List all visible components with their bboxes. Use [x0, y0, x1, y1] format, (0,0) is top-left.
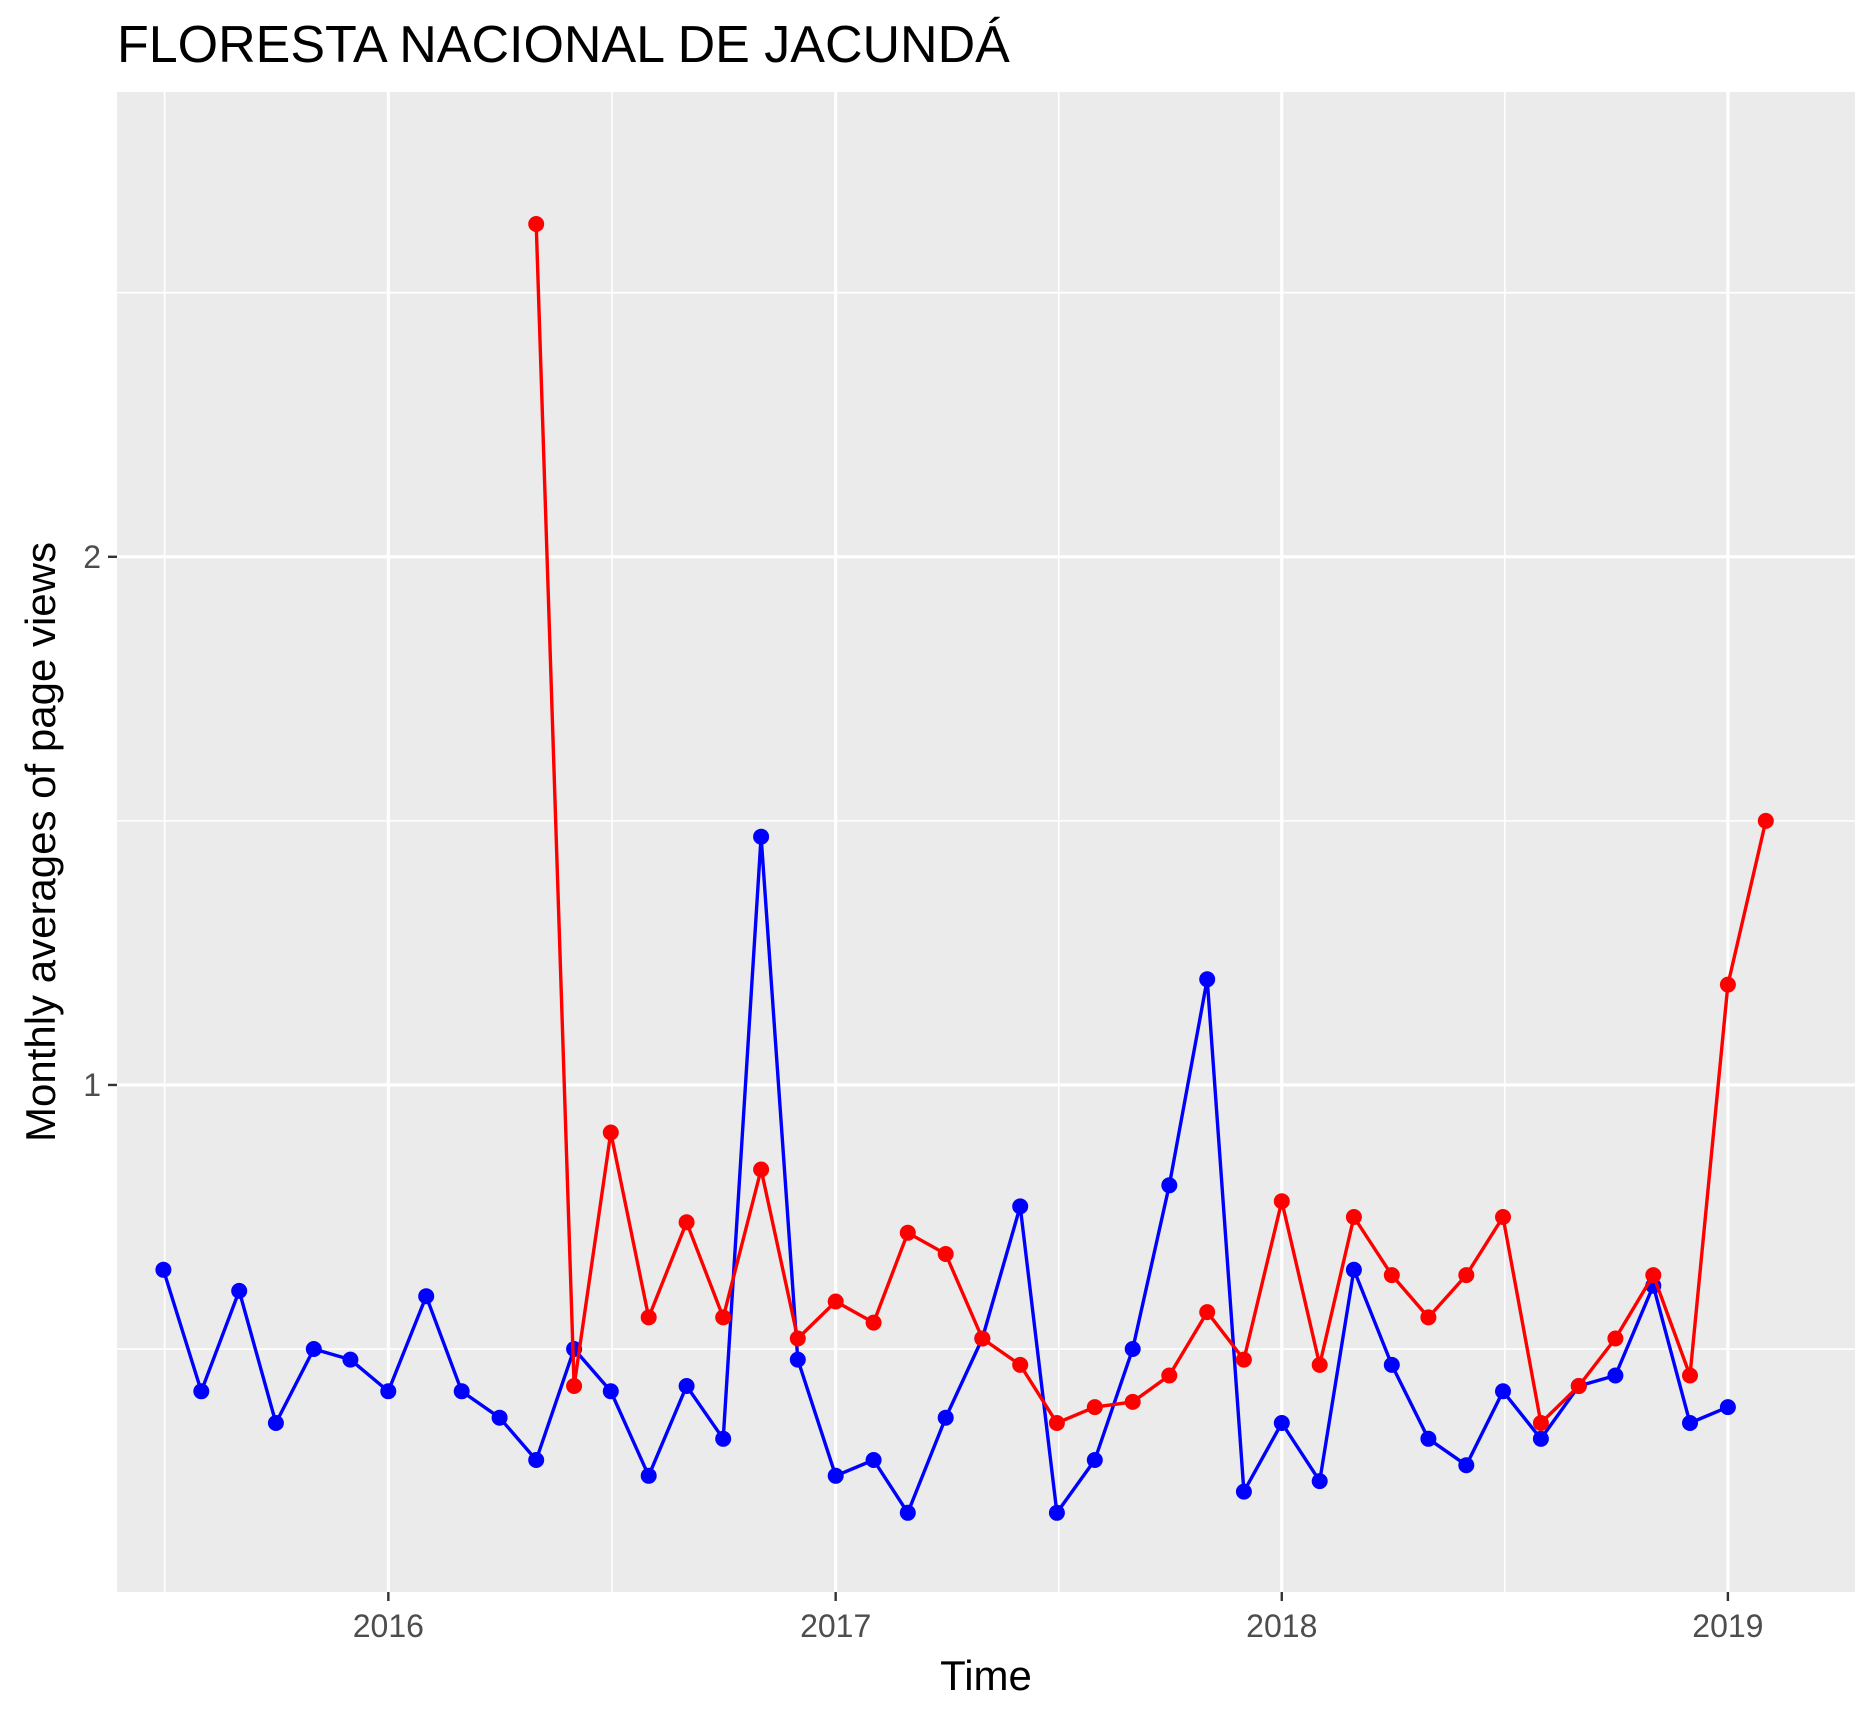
data-point: [1345, 1261, 1362, 1278]
data-point: [1420, 1430, 1437, 1447]
data-point: [753, 828, 770, 845]
x-tick-label: 2017: [800, 1608, 871, 1644]
data-point: [380, 1383, 397, 1400]
data-point: [1199, 1304, 1216, 1321]
data-point: [193, 1383, 210, 1400]
data-point: [1682, 1367, 1698, 1384]
data-point: [1532, 1415, 1549, 1431]
data-point: [1311, 1356, 1328, 1373]
y-tick-label: 1: [83, 1067, 101, 1103]
data-point: [528, 1452, 545, 1468]
data-point: [753, 1161, 770, 1178]
data-point: [1273, 1193, 1290, 1210]
data-point: [1607, 1367, 1624, 1384]
data-point: [1012, 1198, 1029, 1215]
series-group: [155, 216, 1774, 1521]
data-point: [865, 1314, 882, 1331]
data-point: [1383, 1356, 1400, 1373]
data-point: [1495, 1209, 1511, 1225]
series-2: [528, 216, 1774, 1431]
data-point: [305, 1341, 322, 1357]
data-point: [827, 1293, 844, 1310]
data-point: [1161, 1177, 1178, 1194]
data-point: [865, 1452, 882, 1468]
data-point: [1161, 1367, 1178, 1384]
data-point: [899, 1504, 916, 1521]
data-point: [1458, 1267, 1475, 1284]
data-point: [789, 1351, 806, 1368]
data-point: [1048, 1415, 1065, 1431]
data-point: [342, 1351, 359, 1368]
data-point: [1607, 1330, 1624, 1347]
y-tick-label: 2: [83, 539, 101, 575]
data-point: [491, 1409, 508, 1426]
data-point: [566, 1378, 583, 1394]
data-point: [1235, 1351, 1252, 1368]
data-point: [602, 1383, 619, 1400]
x-tick-label: 2019: [1692, 1608, 1763, 1644]
data-point: [1012, 1356, 1029, 1373]
data-point: [715, 1309, 732, 1326]
data-point: [678, 1214, 695, 1231]
data-point: [678, 1378, 695, 1394]
data-point: [789, 1330, 806, 1347]
data-point: [1086, 1452, 1103, 1468]
data-point: [231, 1282, 248, 1299]
data-point: [1645, 1267, 1662, 1284]
data-point: [1124, 1341, 1141, 1357]
data-point: [1199, 971, 1216, 988]
data-point: [1383, 1267, 1400, 1284]
data-point: [1719, 976, 1736, 993]
data-point: [1719, 1399, 1736, 1416]
data-point: [1420, 1309, 1437, 1326]
series-line: [534, 223, 1768, 1425]
x-tick-label: 2018: [1246, 1608, 1317, 1644]
data-point: [1086, 1399, 1103, 1416]
data-point: [1458, 1457, 1475, 1474]
data-point: [155, 1261, 172, 1278]
data-point: [974, 1330, 991, 1347]
data-point: [640, 1467, 657, 1484]
data-point: [640, 1309, 657, 1326]
axis-ticks: 2016 2017 2018 2019 1 2: [83, 539, 1763, 1644]
data-point: [937, 1246, 954, 1262]
data-point: [1048, 1504, 1065, 1521]
data-point: [1682, 1415, 1698, 1431]
x-tick-label: 2016: [353, 1608, 424, 1644]
data-point: [418, 1288, 435, 1305]
x-axis-label: Time: [940, 1652, 1032, 1699]
data-point: [1532, 1430, 1549, 1447]
data-point: [1757, 812, 1774, 829]
data-point: [453, 1383, 470, 1400]
data-point: [1570, 1378, 1587, 1394]
data-point: [1124, 1393, 1141, 1410]
data-point: [899, 1224, 916, 1241]
data-point: [1311, 1473, 1328, 1490]
data-point: [937, 1409, 954, 1426]
data-point: [1273, 1415, 1290, 1431]
data-point: [1235, 1483, 1252, 1500]
data-point: [267, 1415, 284, 1431]
chart-title: FLORESTA NACIONAL DE JACUNDÁ: [117, 16, 1010, 74]
data-point: [1495, 1383, 1511, 1400]
data-point: [1345, 1209, 1362, 1225]
data-point: [715, 1430, 732, 1447]
data-point: [602, 1124, 619, 1141]
data-point: [528, 216, 545, 232]
y-axis-label: Monthly averages of page views: [17, 542, 64, 1142]
data-point: [827, 1467, 844, 1484]
